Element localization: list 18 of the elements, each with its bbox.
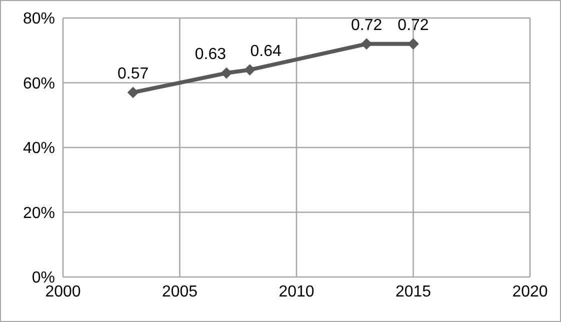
point [408,38,419,50]
y-tick-label: 40% [22,140,55,158]
y-tick-label: 20% [22,204,55,222]
data-label: 0.72 [350,16,382,34]
x-tick-label: 2005 [162,283,198,300]
x-tick-label: 2020 [512,283,548,300]
data-label: 0.57 [117,65,149,82]
x-tick-label: 2010 [278,283,314,300]
data-label: 0.63 [194,46,226,64]
point [220,68,232,79]
x-tick-label: 2000 [45,283,81,300]
point [244,64,256,76]
data-label: 0.64 [250,42,282,60]
data-label: 0.72 [398,16,429,34]
y-tick-label: 80% [22,10,55,28]
point [128,86,139,98]
y-tick-label: 60% [22,75,55,92]
x-tick-label: 2015 [395,283,432,300]
